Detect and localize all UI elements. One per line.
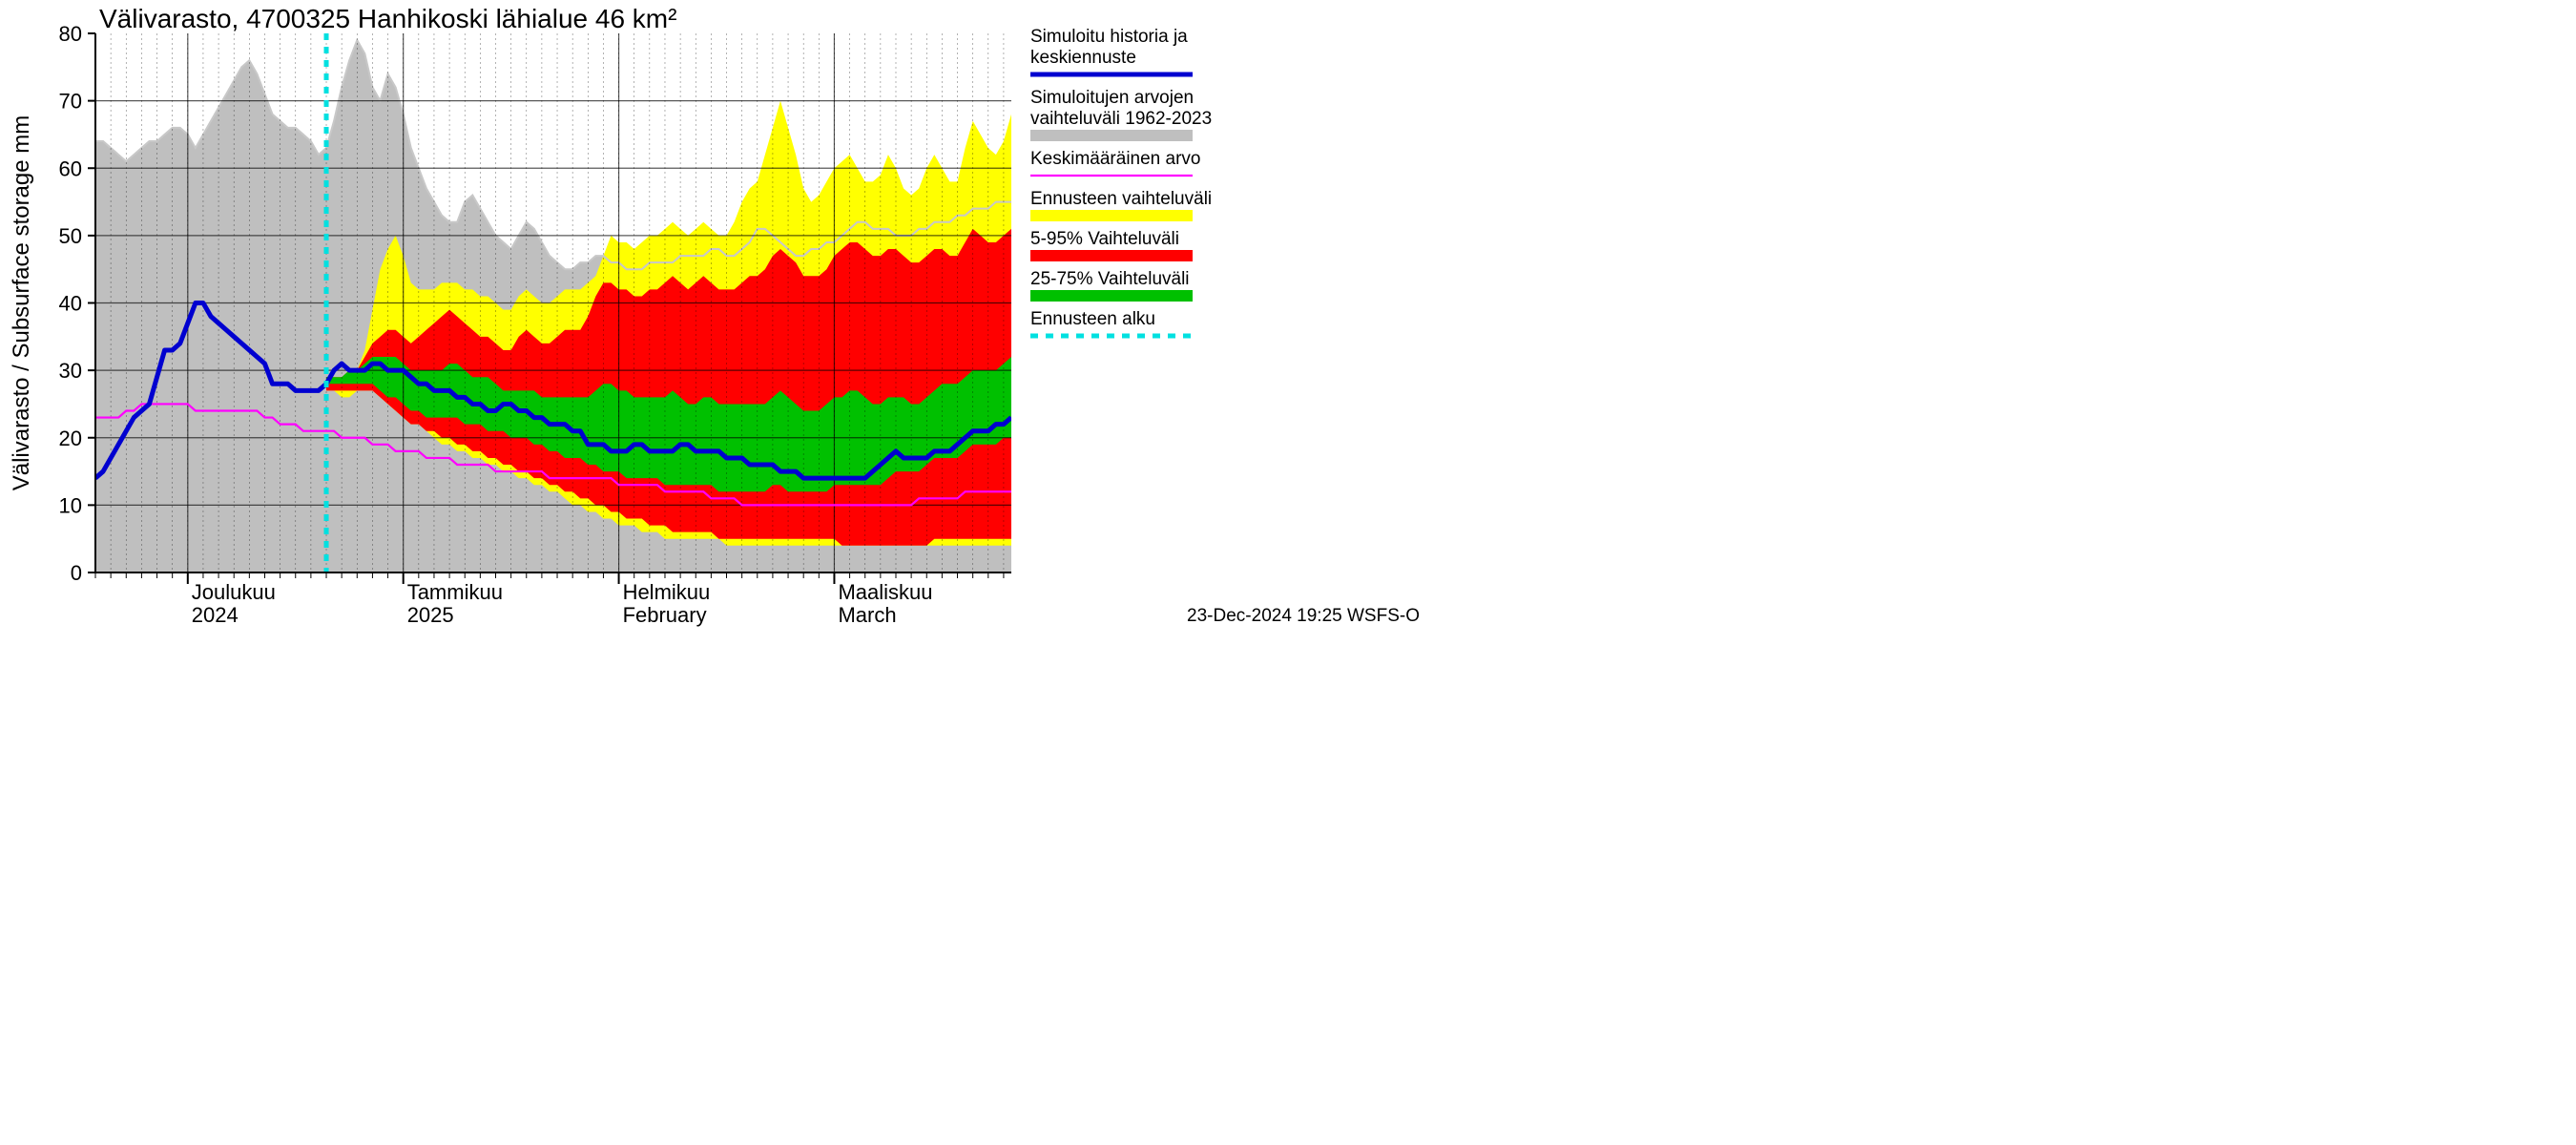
month-label-top: Joulukuu	[192, 580, 276, 604]
month-label-top: Tammikuu	[407, 580, 503, 604]
y-tick-label: 60	[59, 156, 82, 180]
legend-label: 5-95% Vaihteluväli	[1030, 229, 1179, 249]
month-label-bottom: March	[838, 603, 896, 627]
legend-swatch	[1030, 290, 1193, 302]
footer-timestamp: 23-Dec-2024 19:25 WSFS-O	[1187, 606, 1420, 626]
y-tick-label: 10	[59, 493, 82, 517]
chart-title: Välivarasto, 4700325 Hanhikoski lähialue…	[99, 4, 676, 33]
month-label-top: Maaliskuu	[838, 580, 932, 604]
legend-label: Simuloitu historia ja	[1030, 27, 1188, 47]
y-axis-label: Välivarasto / Subsurface storage mm	[9, 115, 34, 491]
month-label-top: Helmikuu	[623, 580, 711, 604]
y-tick-label: 50	[59, 224, 82, 248]
legend-swatch	[1030, 130, 1193, 141]
legend-label: Ennusteen vaihteluväli	[1030, 189, 1212, 209]
month-label-bottom: February	[623, 603, 707, 627]
month-label-bottom: 2025	[407, 603, 454, 627]
y-tick-label: 80	[59, 22, 82, 46]
y-tick-label: 40	[59, 292, 82, 316]
chart-container: 0 10 20 30 40 50 60 70 80 Joulukuu2024 Tammikuu202…	[0, 0, 1431, 635]
chart-svg: 0 10 20 30 40 50 60 70 80 Joulukuu2024 Tammikuu202…	[0, 0, 1431, 635]
legend-label: Keskimääräinen arvo	[1030, 149, 1200, 169]
legend-label: keskiennuste	[1030, 48, 1136, 68]
legend-swatch	[1030, 250, 1193, 261]
legend-label: Ennusteen alku	[1030, 309, 1155, 329]
y-tick-label: 70	[59, 90, 82, 114]
legend-label: vaihteluväli 1962-2023	[1030, 109, 1212, 129]
y-tick-label: 20	[59, 427, 82, 450]
legend-swatch	[1030, 210, 1193, 221]
month-label-bottom: 2024	[192, 603, 239, 627]
y-tick-label: 0	[71, 561, 82, 585]
legend-label: 25-75% Vaihteluväli	[1030, 269, 1190, 289]
legend-label: Simuloitujen arvojen	[1030, 88, 1194, 108]
y-tick-label: 30	[59, 359, 82, 383]
